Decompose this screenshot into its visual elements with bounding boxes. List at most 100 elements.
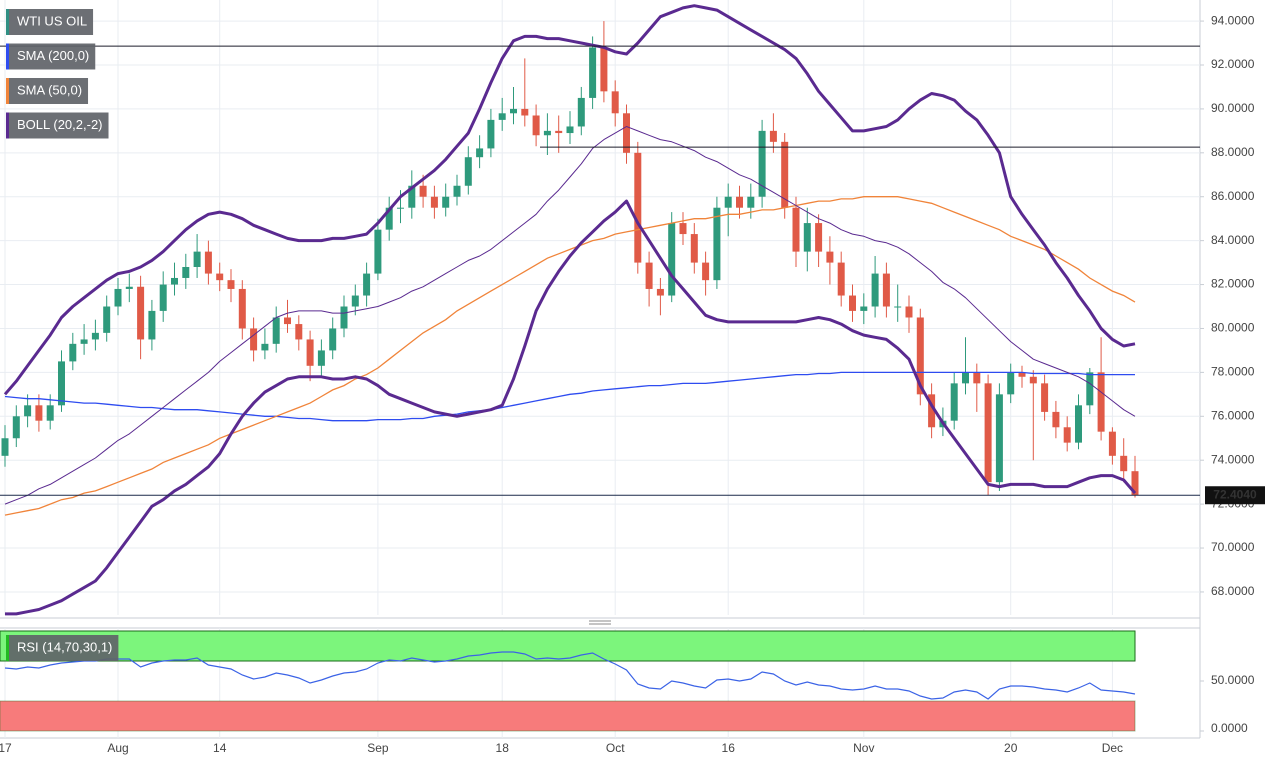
candle-body <box>1052 411 1060 428</box>
candle-body <box>702 262 710 281</box>
candle-body <box>577 97 585 127</box>
candle-body <box>690 234 698 263</box>
x-tick-label: Oct <box>606 741 625 755</box>
candle-body <box>962 372 969 384</box>
bollinger-middle <box>4 126 1136 505</box>
legend-item: WTI US OIL <box>6 9 94 35</box>
candle-body <box>419 185 427 197</box>
y-tick-label: 74.0000 <box>1211 452 1255 466</box>
candle-body <box>408 185 416 208</box>
candle-body <box>882 273 890 307</box>
candle-body <box>543 130 551 136</box>
candle-body <box>148 310 156 340</box>
indicator-line <box>4 196 1136 516</box>
candle-body <box>623 113 630 153</box>
legend-swatch <box>6 112 9 139</box>
candle-body <box>216 273 224 281</box>
candle-body <box>329 328 337 351</box>
candle-body <box>973 372 981 384</box>
y-tick-label: 78.0000 <box>1211 365 1255 379</box>
candle-body <box>871 273 879 307</box>
candle-body <box>1131 471 1139 496</box>
candle-body <box>442 196 450 208</box>
candle-body <box>1018 372 1026 377</box>
x-tick-label: Nov <box>853 741 874 755</box>
candle-body <box>498 113 506 120</box>
candle-body <box>58 361 65 406</box>
candle-body <box>894 306 902 308</box>
x-tick-label: Sep <box>367 741 389 755</box>
candle-body <box>611 91 619 114</box>
candle-body <box>69 343 77 362</box>
bollinger-upper <box>3 4 1136 396</box>
candle-body <box>24 405 32 417</box>
y-tick-label: 70.0000 <box>1211 540 1255 554</box>
y-tick-label: 68.0000 <box>1211 584 1255 598</box>
candle-body <box>35 405 43 421</box>
candle-body <box>295 324 303 340</box>
candle-body <box>430 196 438 208</box>
candle-body <box>103 306 111 333</box>
candle-body <box>1097 372 1105 432</box>
candle-body <box>284 317 291 325</box>
candle-body <box>995 394 1003 483</box>
y-tick-label: 90.0000 <box>1211 101 1255 115</box>
y-tick-label: 84.0000 <box>1211 233 1255 247</box>
candle-body <box>317 350 325 366</box>
candle-body <box>464 157 472 186</box>
candle-body <box>532 115 540 136</box>
x-tick-label: 16 <box>722 741 736 755</box>
candle-body <box>46 405 54 421</box>
last-price-label: 72.4040 <box>1213 487 1257 501</box>
axes: 68.000070.000072.000074.000076.000078.00… <box>0 13 1265 755</box>
candle-body <box>363 273 371 296</box>
y-tick-label: 94.0000 <box>1211 13 1255 27</box>
candle-body <box>724 196 732 208</box>
y-tick-label: 88.0000 <box>1211 145 1255 159</box>
candle-body <box>397 207 404 209</box>
candle-body <box>792 207 800 252</box>
candle-body <box>781 141 789 208</box>
rsi-band <box>0 630 1136 662</box>
candle-body <box>769 130 777 142</box>
candle-body <box>385 207 393 230</box>
x-tick-label: 20 <box>1004 741 1018 755</box>
candle-body <box>837 262 845 296</box>
legend-item: RSI (14,70,30,1) <box>6 635 119 661</box>
rsi-line <box>4 651 1136 700</box>
candle-body <box>261 343 269 351</box>
x-tick-label: Dec <box>1102 741 1123 755</box>
legend-box <box>6 78 89 104</box>
candle-body <box>476 148 484 158</box>
y-tick-label: 76.0000 <box>1211 408 1255 422</box>
legend-swatch <box>6 43 9 70</box>
candle-body <box>803 223 811 252</box>
candle-body <box>747 196 755 208</box>
legend-label: BOLL (20,2,-2) <box>17 117 103 132</box>
candle-body <box>182 266 190 278</box>
candle-body <box>12 416 20 439</box>
candle-body <box>91 332 99 340</box>
candle-body <box>227 280 235 289</box>
x-tick-label: Aug <box>107 741 128 755</box>
candle-body <box>1007 372 1015 395</box>
candle-body <box>815 223 823 252</box>
legend-swatch <box>6 635 9 661</box>
candle-body <box>272 317 280 344</box>
legend-item: SMA (200,0) <box>6 43 96 70</box>
legend-label: RSI (14,70,30,1) <box>17 639 112 654</box>
x-tick-label: 17 <box>0 741 12 755</box>
candle-body <box>204 251 212 274</box>
legend-box <box>6 112 109 139</box>
legend-item: BOLL (20,2,-2) <box>6 112 109 139</box>
candle-body <box>645 262 653 289</box>
candle-body <box>137 286 145 340</box>
y-tick-label: 86.0000 <box>1211 189 1255 203</box>
candle-body <box>555 130 563 134</box>
candle-body <box>826 251 834 263</box>
legend-label: SMA (200,0) <box>17 48 89 63</box>
legend-box <box>6 635 119 661</box>
candle-body <box>758 130 766 197</box>
